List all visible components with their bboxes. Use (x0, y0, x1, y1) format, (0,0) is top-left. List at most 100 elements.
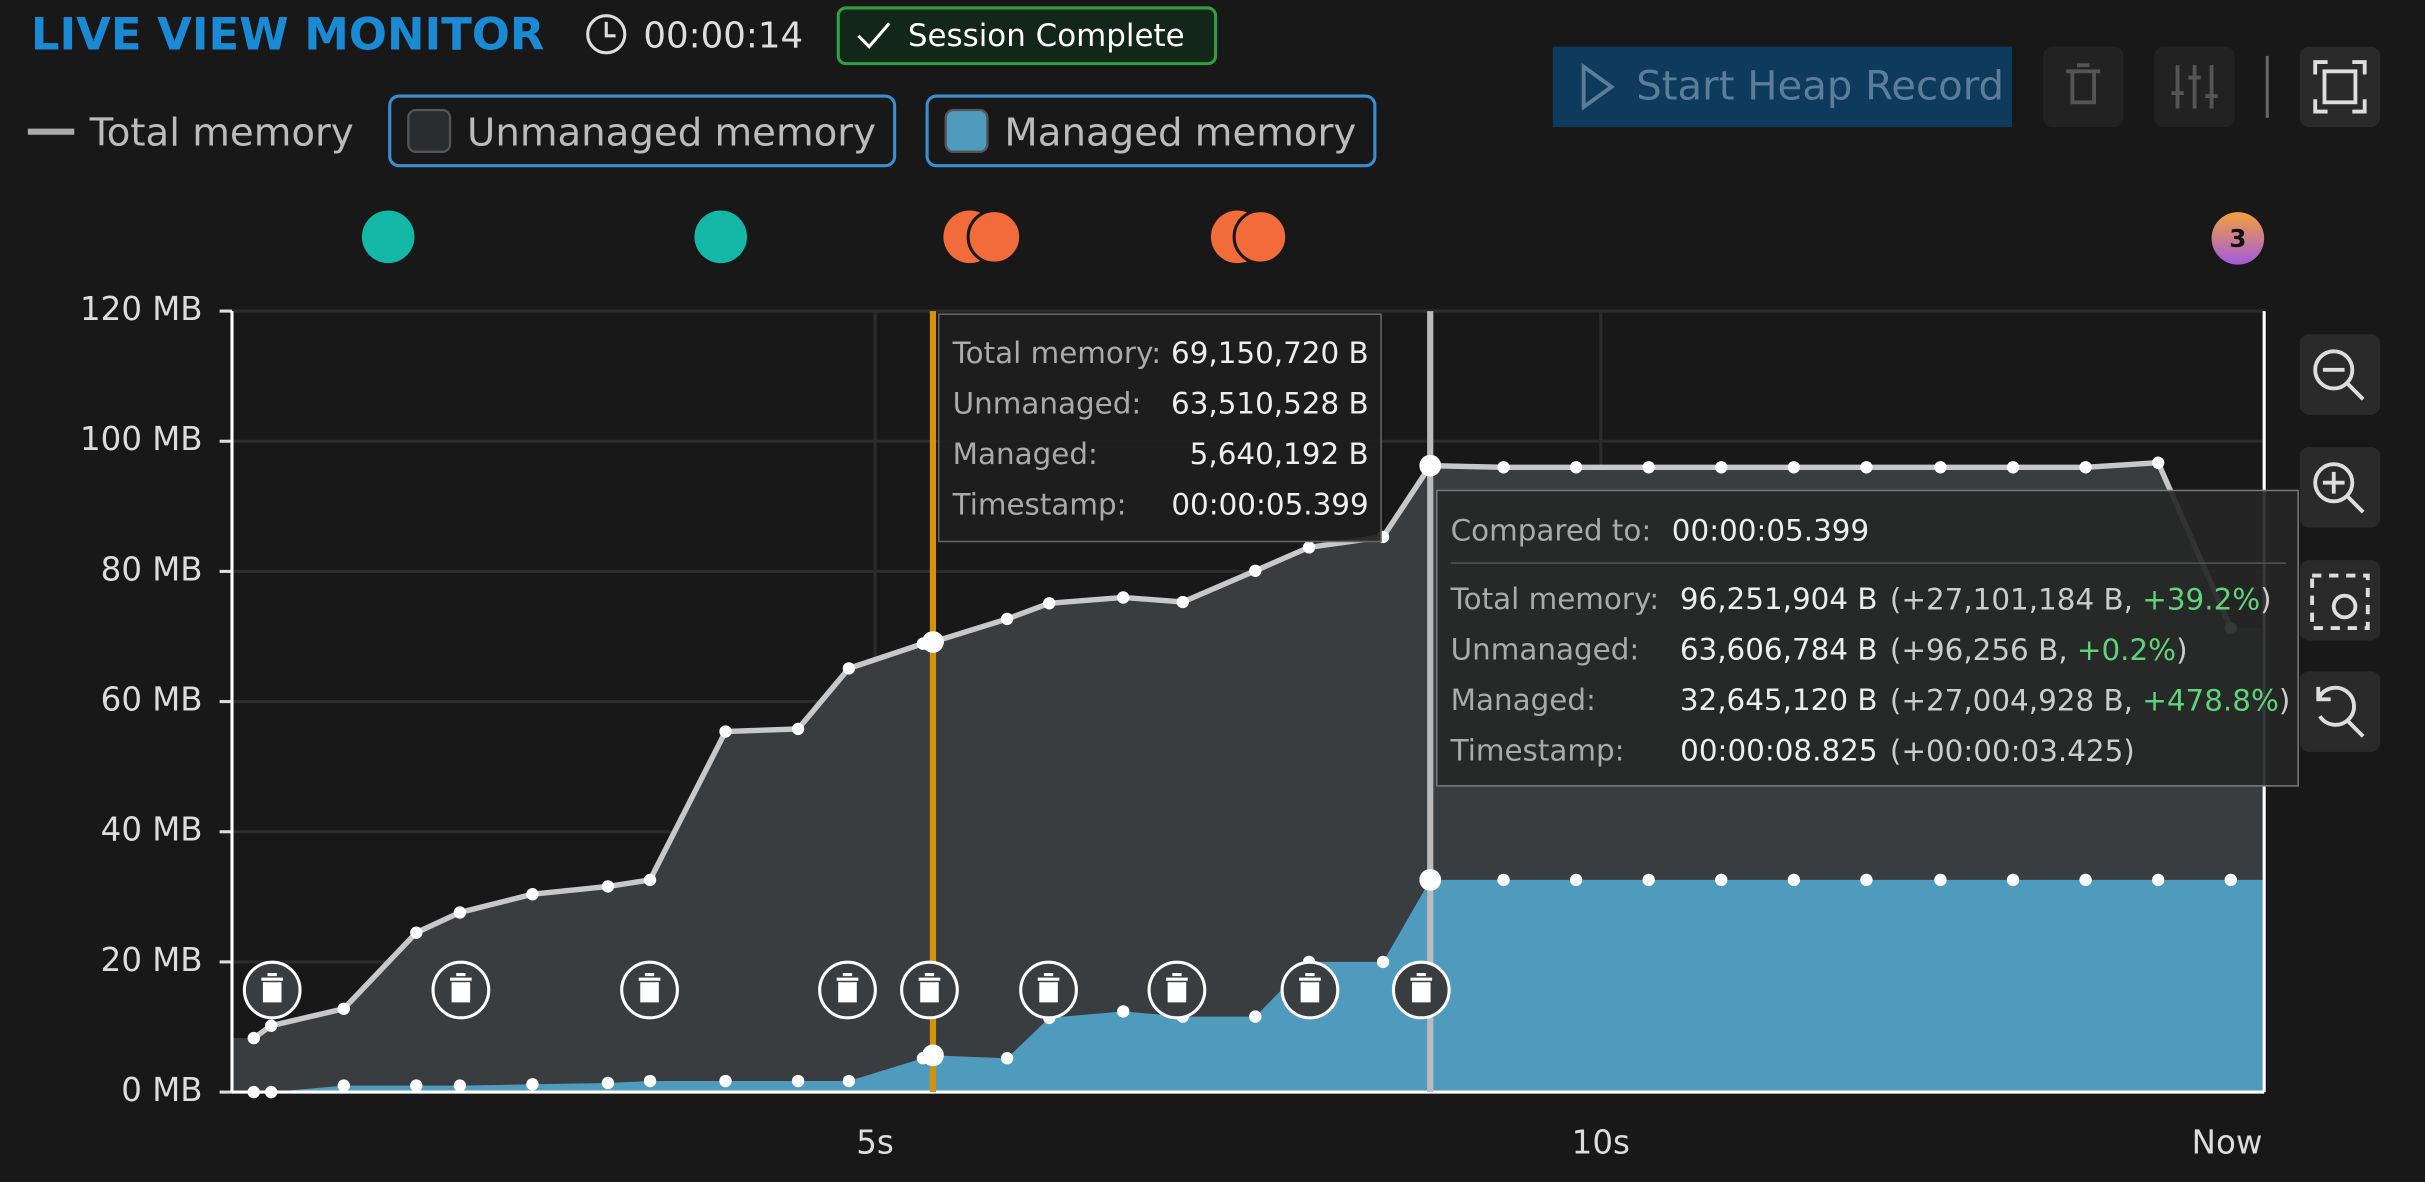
zoom-out-icon (2322, 367, 2365, 401)
y-tick-label: 20 MB (101, 941, 203, 979)
tooltip-value: 69,150,720 B (1171, 336, 1369, 370)
zoom-in-icon (2313, 462, 2355, 504)
x-tick-label: Now (2192, 1124, 2263, 1162)
event-icon[interactable] (361, 210, 415, 264)
data-point (1642, 461, 1655, 474)
start-heap-button[interactable] (1552, 46, 2013, 128)
tooltip-delta: (+00:00:03.425) (1890, 733, 2135, 767)
data-point (842, 662, 856, 675)
zoom-in-button[interactable] (2299, 447, 2381, 528)
trash-icon (918, 972, 941, 1003)
timer: 00:00:14 (643, 15, 803, 56)
clock-icon (586, 14, 627, 55)
tooltip-label: Total memory: (952, 336, 1161, 370)
data-point (337, 1002, 350, 1015)
data-point (1860, 873, 1873, 887)
y-tick-label: 80 MB (101, 550, 203, 588)
data-point (601, 1076, 615, 1090)
delta-delta: (+27,101,184 B, (1890, 582, 2133, 616)
data-point (1376, 955, 1390, 969)
data-point (1043, 597, 1056, 610)
data-point (1569, 873, 1583, 887)
legend-checkbox (407, 108, 452, 153)
trash-icon (1037, 972, 1060, 1003)
data-point (1117, 591, 1130, 604)
tooltip-value: 96,251,904 B (1680, 582, 1878, 616)
data-point (526, 888, 539, 901)
y-tick-label: 0 MB (121, 1071, 202, 1109)
data-point (410, 1079, 423, 1092)
trash-icon (1166, 972, 1188, 1003)
data-point (453, 906, 467, 919)
tooltip-delta: (+27,004,928 B, +478.8%) (1890, 683, 2290, 717)
gc-markers (242, 960, 1451, 1020)
data-point (643, 873, 657, 887)
data-point (453, 1079, 467, 1092)
status-badge (836, 6, 1218, 66)
event-icon[interactable] (694, 210, 747, 264)
data-point (1302, 541, 1316, 554)
data-point (1000, 1052, 1014, 1065)
title: LIVE VIEW MONITOR (31, 7, 545, 60)
check-icon (857, 22, 891, 49)
data-point (247, 1031, 260, 1045)
event-group[interactable] (2211, 212, 2265, 265)
data-point (1787, 873, 1801, 887)
selected-point (922, 1044, 944, 1067)
zoom-out-button[interactable] (2299, 334, 2381, 415)
event-icon[interactable] (1232, 209, 1289, 265)
trash-icon (1410, 972, 1433, 1003)
compare-value: 00:00:05.399 (1672, 514, 1869, 548)
zoom-select-button[interactable] (2299, 560, 2381, 641)
tooltip-label: Timestamp: (952, 488, 1127, 522)
data-point (2152, 456, 2165, 469)
event-count: 3 (2229, 224, 2246, 253)
y-tick-label: 120 MB (80, 290, 203, 328)
data-point (1787, 461, 1801, 474)
series-area (231, 879, 2265, 1093)
legend-toggle (388, 94, 897, 168)
data-point (1497, 873, 1510, 887)
data-point (1934, 461, 1947, 474)
tooltip-label: Managed: (1451, 683, 1596, 717)
fullscreen-button[interactable] (2299, 46, 2381, 128)
zoom-in-icon (2322, 471, 2365, 514)
tooltip: Total memory: 69,150,720 B Unmanaged: 63,51… (937, 313, 1382, 543)
reset-zoom-button[interactable] (2299, 671, 2381, 752)
legend-label: Managed memory (1004, 110, 1356, 155)
data-point (1569, 461, 1583, 474)
tooltip-box (1435, 489, 2299, 787)
data-point (1249, 1010, 1262, 1023)
data-point (2079, 873, 2092, 887)
tooltip-label: Managed: (953, 437, 1098, 471)
delta-pct: +0.2% (2077, 632, 2176, 666)
data-point (1117, 1005, 1130, 1018)
delete-button[interactable] (2043, 46, 2124, 128)
delta-delta: (+00:00:03.425) (1890, 733, 2135, 767)
data-point (1860, 461, 1873, 474)
event-icon[interactable] (966, 209, 1023, 265)
data-point (337, 1079, 350, 1092)
x-tick-label: 5s (856, 1124, 894, 1162)
trash-icon (836, 972, 859, 1003)
tooltip-value: 00:00:05.399 (1171, 488, 1368, 522)
delta-delta: (+27,004,928 B, (1890, 683, 2133, 717)
trash-icon (1299, 972, 1321, 1003)
zoom-out-icon (2313, 349, 2355, 391)
data-point (601, 880, 615, 893)
selected-point (1419, 869, 1442, 891)
data-point (2152, 873, 2165, 887)
tooltip-value: 63,510,528 B (1171, 386, 1369, 420)
data-point (2224, 873, 2237, 887)
zoom-select-icon (2310, 573, 2370, 631)
tooltip-label: Unmanaged: (953, 386, 1142, 420)
reset-zoom-icon (2316, 685, 2365, 738)
data-point (2006, 873, 2020, 887)
legend-item[interactable]: Managed memory (925, 94, 1377, 168)
fullscreen-icon (2313, 60, 2367, 114)
zoom-select-icon (2331, 593, 2358, 620)
trash-icon (261, 972, 284, 1003)
legend-item[interactable]: Unmanaged memory (388, 94, 897, 168)
y-tick-label: 40 MB (101, 811, 203, 849)
